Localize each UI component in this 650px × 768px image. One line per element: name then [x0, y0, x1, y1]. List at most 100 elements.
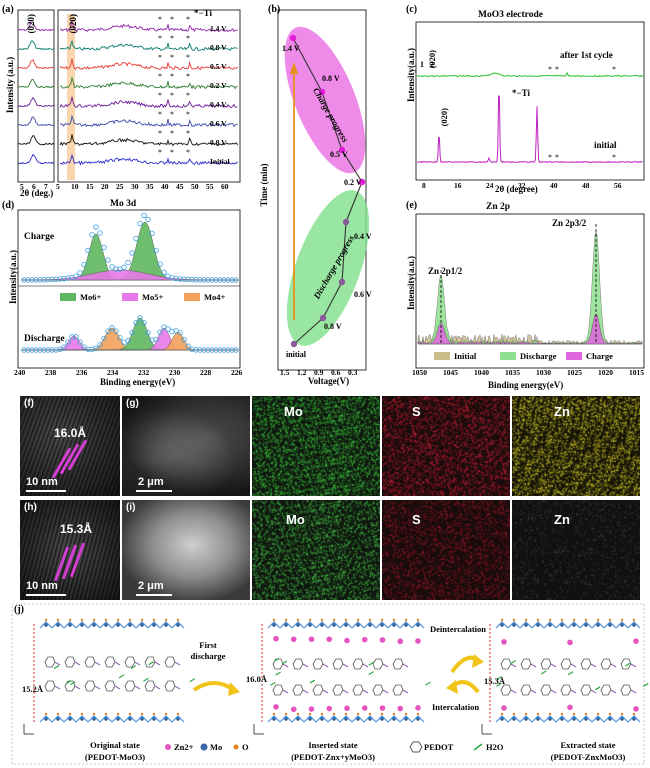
moo3-chain [303, 715, 317, 723]
pedot-bond [174, 661, 181, 666]
hrtem-image-f: (f) 16.0Å 10 nm [20, 396, 120, 496]
mo-atom [404, 623, 408, 627]
moo3-chain [351, 715, 365, 723]
pedot-bond [322, 689, 329, 694]
ti-star-marker: * [548, 153, 552, 162]
mo-atom [332, 717, 336, 721]
panel-e-ylabel: Intensity(a.u.) [406, 256, 416, 311]
panel-a-tick-right: 5 [56, 182, 60, 191]
o-atom [56, 712, 60, 716]
o-atom [416, 618, 420, 622]
pedot-ring [312, 658, 324, 670]
legend-mo-glyph [200, 743, 208, 751]
pedot-bond [382, 689, 389, 694]
pedot-ring [272, 684, 284, 696]
h2o-molecule [567, 671, 574, 676]
moo3-chain [135, 621, 149, 629]
intercalation-arrow [450, 680, 480, 694]
scale-bar [26, 490, 66, 492]
mo6-peak [22, 233, 238, 281]
o-atom [152, 618, 156, 622]
moo3-chain [519, 621, 533, 629]
data-point [137, 220, 143, 227]
spacing-label-2: 16.0Å [246, 674, 268, 684]
moo3-chain [591, 715, 605, 723]
deintercalation-label: Deintercalation [430, 624, 487, 634]
data-point [153, 336, 159, 343]
zn-ion [273, 704, 279, 710]
panel-a-tick-right: 25 [116, 182, 124, 191]
spacing-label-3: 15.3Å [484, 676, 506, 686]
data-point [165, 273, 171, 279]
data-point [81, 344, 87, 350]
o-atom [80, 712, 84, 716]
h2o-molecule [130, 665, 137, 670]
data-point [93, 345, 99, 351]
moo3-chain [627, 715, 641, 723]
peak-highlight [67, 14, 75, 180]
moo3-chain [531, 715, 545, 723]
moo3-chain [351, 621, 365, 629]
h2o-molecule [273, 657, 280, 662]
mo-atom [44, 717, 48, 721]
data-point [37, 347, 43, 353]
pedot-ring [124, 680, 136, 692]
panel-d-tick: 236 [76, 368, 88, 377]
mo-atom [620, 623, 624, 627]
o-atom [272, 618, 276, 622]
data-point [101, 244, 107, 250]
mo-atom [512, 623, 516, 627]
mo-atom [548, 623, 552, 627]
pedot-ring [312, 684, 324, 696]
pedot-ring [372, 684, 384, 696]
data-point [113, 328, 119, 334]
data-point [25, 277, 31, 283]
moo3-chain [159, 715, 173, 723]
ti-star-marker: * [170, 34, 174, 43]
panel-e-label: (e) [406, 200, 418, 211]
data-point [121, 339, 127, 346]
legend-Initial: Initial [454, 351, 477, 361]
eds-map-zn-2: Zn [512, 500, 640, 600]
zn-ion [344, 637, 350, 644]
legend-pedot-glyph [409, 741, 423, 753]
data-point [125, 338, 131, 344]
legend-swatch [122, 293, 138, 301]
pedot-ring [600, 658, 612, 670]
pedot-bond [322, 663, 329, 668]
data-point [169, 275, 175, 281]
data-point [229, 277, 235, 283]
panel-c-legend: *−Ti [512, 88, 530, 98]
spacing-label-1: 15.2Å [22, 684, 44, 694]
data-point [133, 319, 139, 326]
data-point [53, 347, 59, 353]
pedot-ring [84, 680, 96, 692]
ti-star-marker: * [170, 72, 174, 81]
point-label-5: 0.6 V [354, 290, 372, 299]
o-atom [368, 618, 372, 622]
discharge-spectrum [417, 230, 643, 345]
mo-atom [320, 623, 324, 627]
sem-image-i: (i) 2 μm [122, 500, 250, 600]
point-label-7: initial [286, 350, 307, 359]
o-atom [380, 712, 384, 716]
legend-zn: Zn2+ [174, 742, 194, 752]
mo-atom [368, 623, 372, 627]
ti-star-marker: * [158, 72, 162, 81]
panel-c-frame [415, 21, 645, 181]
data-point [97, 230, 103, 236]
sem-image-g: (g) 2 μm [122, 396, 250, 496]
panel-g-scale: 2 μm [138, 476, 164, 488]
voltage-point [290, 340, 298, 348]
data-point [181, 337, 187, 343]
ti-star-marker: * [170, 15, 174, 24]
panel-a-tick-right: 10 [71, 182, 79, 191]
data-point [97, 342, 103, 348]
data-point [209, 347, 215, 353]
curve-label-6: 0.8 V [210, 138, 227, 147]
moo3-chain [87, 621, 101, 629]
panel-a-tick-left: 6 [32, 182, 36, 191]
pedot-bond [402, 663, 409, 668]
o-atom [104, 712, 108, 716]
o-atom [116, 618, 120, 622]
